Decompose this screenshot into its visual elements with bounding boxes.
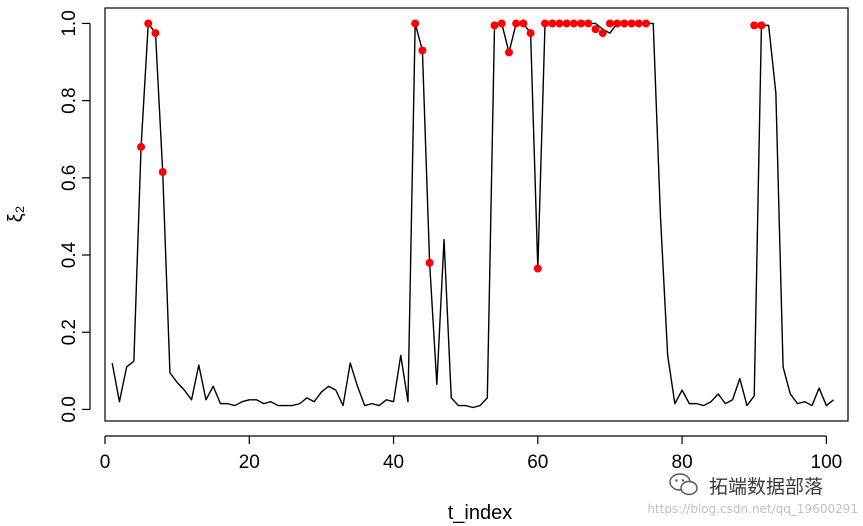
watermark-url: https://blog.csdn.net/qq_19600291: [647, 502, 858, 516]
highlighted-point: [569, 19, 578, 28]
highlighted-point: [144, 19, 153, 28]
x-tick-label: 100: [811, 452, 843, 473]
x-axis: 0 20 40 60 80 100: [100, 435, 843, 473]
plot-frame: [104, 7, 849, 422]
highlighted-point: [620, 19, 629, 28]
highlighted-point: [613, 19, 622, 28]
highlighted-point: [634, 19, 643, 28]
highlighted-point: [519, 19, 528, 28]
highlighted-point: [584, 19, 593, 28]
highlighted-point: [497, 19, 506, 28]
highlighted-point: [555, 19, 564, 28]
x-tick-label: 20: [239, 452, 260, 473]
y-tick-label: 0.2: [59, 319, 80, 345]
watermark-brand: 拓端数据部落: [709, 476, 823, 498]
y-tick-label: 0.8: [59, 87, 80, 113]
highlighted-point: [425, 258, 434, 267]
x-tick-label: 0: [100, 452, 111, 473]
highlighted-point: [605, 19, 614, 28]
highlighted-point: [504, 48, 513, 57]
highlighted-point: [541, 19, 550, 28]
highlighted-point: [757, 21, 766, 30]
highlighted-point: [526, 29, 535, 38]
highlighted-point: [577, 19, 586, 28]
highlighted-point: [642, 19, 651, 28]
x-axis-title: t_index: [448, 502, 513, 524]
highlighted-point: [750, 21, 759, 30]
highlighted-point: [533, 264, 542, 273]
highlighted-points-layer: [137, 19, 766, 273]
x-tick-label: 40: [383, 452, 404, 473]
highlighted-point: [512, 19, 521, 28]
y-tick-label: 0.0: [59, 396, 80, 422]
y-tick-label: 0.6: [59, 165, 80, 191]
highlighted-point: [627, 19, 636, 28]
series-layer: [111, 22, 835, 409]
highlighted-point: [418, 46, 427, 55]
x-tick-label: 60: [527, 452, 548, 473]
highlighted-point: [137, 142, 146, 151]
highlighted-point: [591, 25, 600, 34]
watermark: 拓端数据部落 https://blog.csdn.net/qq_19600291: [647, 473, 858, 516]
y-axis: 0.0 0.2 0.4 0.6 0.8 1.0: [59, 10, 91, 423]
x-tick-label: 80: [672, 452, 693, 473]
y-tick-label: 0.4: [59, 241, 80, 268]
wechat-icon: [669, 473, 698, 496]
y-axis-title: ξ₂: [5, 206, 27, 223]
y-tick-label: 1.0: [59, 10, 80, 36]
highlighted-point: [490, 21, 499, 30]
highlighted-point: [158, 168, 167, 177]
highlighted-point: [598, 29, 607, 38]
highlighted-point: [562, 19, 571, 28]
highlighted-point: [548, 19, 557, 28]
highlighted-point: [411, 19, 420, 28]
series-line: [111, 22, 835, 409]
highlighted-point: [151, 29, 160, 38]
